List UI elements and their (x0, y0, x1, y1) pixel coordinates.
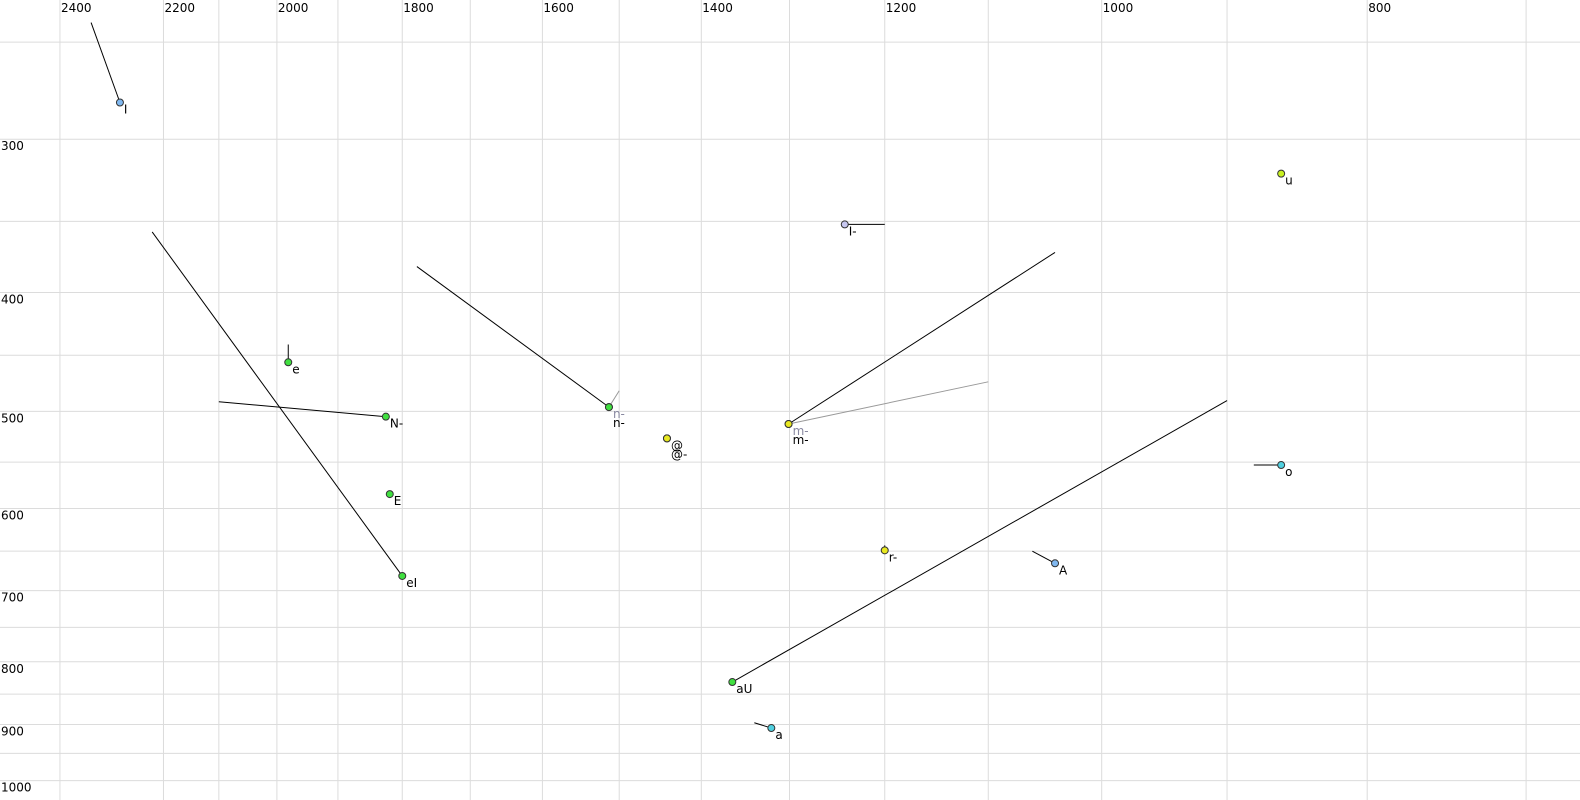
trajectory (151, 231, 403, 577)
vowel-label: @- (671, 447, 687, 461)
trajectory (90, 22, 121, 103)
vowel-point (604, 403, 613, 412)
trajectory (1032, 550, 1056, 564)
trajectory (788, 381, 989, 425)
vowel-point (767, 724, 776, 733)
vowel-label: m- (793, 433, 809, 447)
x-tick-label: 2200 (164, 1, 195, 15)
y-tick-label: 500 (1, 411, 24, 425)
vowel-label: I (124, 102, 128, 116)
vowel-point (1277, 169, 1286, 178)
vowel-label: I- (849, 224, 857, 238)
trajectory (416, 266, 610, 408)
vowel-point (662, 434, 671, 443)
vowel-label: aU (736, 682, 752, 696)
y-tick-label: 1000 (1, 781, 32, 795)
x-tick-label: 2400 (61, 1, 92, 15)
vowel-label: u (1285, 174, 1293, 188)
vowel-label: E (394, 494, 402, 508)
y-tick-label: 400 (1, 292, 24, 306)
trajectory (218, 401, 386, 418)
vowel-point (1051, 559, 1060, 568)
vowel-label: o (1285, 465, 1292, 479)
vowel-point (385, 490, 394, 499)
vowel-point (381, 412, 390, 421)
y-tick-label: 600 (1, 509, 24, 523)
y-tick-label: 900 (1, 725, 24, 739)
vowel-point (115, 98, 124, 107)
vowel-point (840, 220, 849, 229)
x-tick-label: 2000 (278, 1, 309, 15)
vowel-point (784, 420, 793, 429)
x-tick-label: 1000 (1103, 1, 1134, 15)
vowel-label: r- (889, 550, 898, 564)
vowel-label: @ (671, 438, 683, 452)
vowel-point (284, 358, 293, 367)
vowel-point (398, 571, 407, 580)
x-tick-label: 1400 (702, 1, 733, 15)
vowel-label: n- (613, 416, 625, 430)
trajectory (732, 400, 1228, 683)
trajectory (788, 251, 1056, 425)
vowel-point (728, 678, 737, 687)
vowel-label: A (1059, 563, 1068, 577)
vowel-label: eI (406, 576, 417, 590)
x-tick-label: 1200 (886, 1, 917, 15)
y-tick-label: 700 (1, 591, 24, 605)
y-tick-label: 300 (1, 139, 24, 153)
x-tick-label: 1600 (543, 1, 574, 15)
vowel-label: e (292, 362, 299, 376)
vowel-point (880, 546, 889, 555)
vowel-label: a (775, 728, 782, 742)
vowel-label: m- (793, 424, 809, 438)
x-tick-label: 1800 (403, 1, 434, 15)
vowel-label: N- (390, 417, 403, 431)
x-tick-label: 800 (1368, 1, 1391, 15)
y-tick-label: 800 (1, 662, 24, 676)
vowel-label: n- (613, 407, 625, 421)
vowel-point (1277, 461, 1286, 470)
